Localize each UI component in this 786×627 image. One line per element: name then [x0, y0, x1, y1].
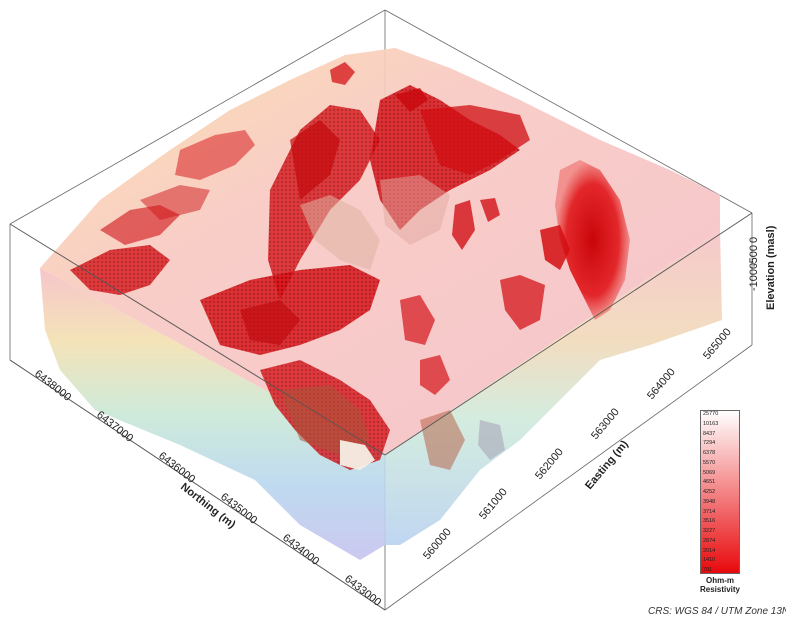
legend-value: 1410 — [703, 557, 716, 564]
elevation-tick-label: -1000 — [748, 263, 760, 291]
legend-value: 3227 — [703, 528, 716, 534]
legend-value: 791 — [703, 567, 713, 573]
legend-value: 3714 — [703, 508, 716, 515]
legend-value: 6378 — [703, 450, 716, 456]
legend-value: 2014 — [703, 547, 716, 554]
elevation-tick-label: 0 — [748, 237, 760, 243]
legend-value: 3516 — [703, 518, 716, 525]
model-front-edges — [9, 212, 753, 456]
easting-tick-label: 562000 — [533, 446, 566, 482]
legend-value: 25770 — [703, 411, 719, 417]
crs-label: CRS: WGS 84 / UTM Zone 13N — [648, 606, 786, 617]
legend-value: 5570 — [703, 459, 716, 466]
legend-value: 10163 — [703, 420, 719, 427]
legend-value: 3948 — [703, 498, 716, 505]
easting-axis-title: Easting (m) — [583, 438, 631, 492]
legend-value: 4252 — [703, 489, 716, 495]
legend-value: 8437 — [703, 430, 716, 437]
model-left-face — [40, 268, 385, 560]
elevation-axis-title: Elevation (masl) — [765, 225, 777, 310]
easting-tick-label: 565000 — [701, 326, 734, 362]
legend-unit: Ohm-m — [706, 576, 734, 585]
legend-value: 7294 — [703, 440, 716, 447]
northing-tick-label: 6436000 — [156, 450, 197, 486]
northing-tick-label: 6434000 — [280, 532, 321, 568]
elevation-tick-label: -500 — [748, 245, 760, 267]
legend-value: 5069 — [703, 469, 716, 476]
legend-color-bar — [700, 410, 740, 574]
easting-tick-label: 560000 — [421, 526, 454, 562]
resistivity-legend: 25770 10163 8437 7294 6378 5570 5069 4651 4252 39… — [700, 410, 760, 600]
elevation-axis: 0 -500-1000 Elevation (masl) — [748, 225, 777, 310]
legend-value: 4651 — [703, 479, 716, 486]
model-right-face — [385, 230, 722, 545]
legend-quantity: Resistivity — [699, 585, 741, 594]
legend-title: Ohm-m Resistivity — [694, 576, 746, 594]
easting-tick-label: 563000 — [589, 406, 622, 442]
legend-value: 2874 — [703, 537, 716, 544]
northing-tick-label: 6433000 — [342, 573, 383, 609]
easting-tick-label: 564000 — [645, 366, 678, 402]
easting-tick-label: 561000 — [477, 486, 510, 522]
